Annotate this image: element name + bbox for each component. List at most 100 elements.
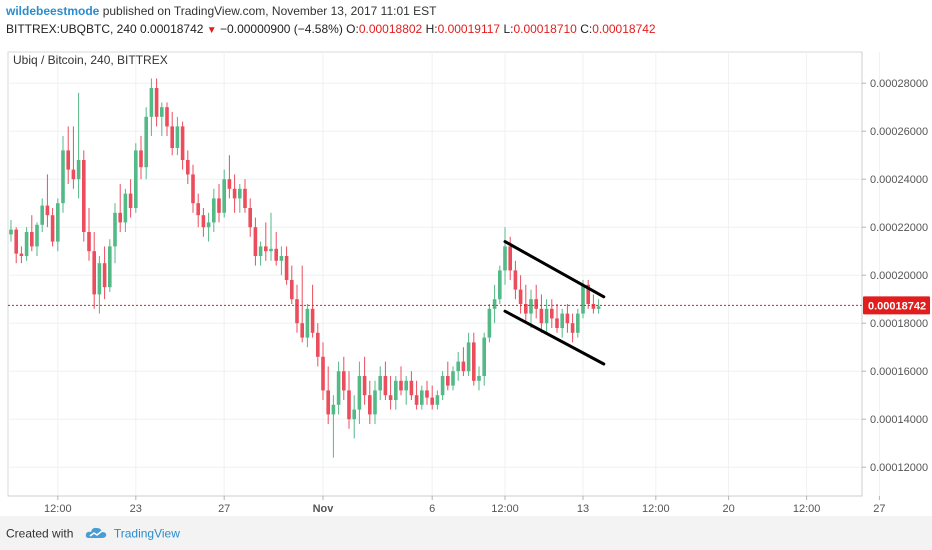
candle-body <box>222 179 226 213</box>
candle-body <box>128 193 133 208</box>
candle-body <box>206 222 211 228</box>
close-label: C: <box>580 22 593 36</box>
down-triangle-icon: ▼ <box>206 25 217 36</box>
created-with: Created with TradingView <box>6 526 180 543</box>
candle-body <box>284 256 289 280</box>
time-tick-label: 27 <box>873 503 885 515</box>
trendlines[interactable] <box>503 240 606 366</box>
candle-body <box>56 203 60 242</box>
candle-body <box>435 395 440 405</box>
candle-body <box>66 150 70 170</box>
current-price-badge <box>863 296 930 315</box>
footer-bar: Created with TradingView <box>0 516 932 550</box>
low-value: 0.00018710 <box>513 22 577 36</box>
candle-body <box>394 380 398 400</box>
candle-body <box>279 256 284 261</box>
trendline[interactable] <box>503 240 606 299</box>
candle-body <box>472 342 476 381</box>
candle-body <box>581 284 585 314</box>
trendline[interactable] <box>503 309 606 366</box>
candle-body <box>269 248 273 252</box>
time-tick-label: 12:00 <box>793 503 821 515</box>
price-tick-label: 0.00016000 <box>870 366 928 378</box>
candle-body <box>539 308 544 324</box>
candle-body <box>50 215 55 242</box>
candle-body <box>97 263 102 295</box>
time-tick-label: 6 <box>429 503 435 515</box>
time-tick-label: 27 <box>218 503 230 515</box>
candle-body <box>264 246 268 252</box>
candles <box>9 78 601 458</box>
candle-body <box>144 116 148 168</box>
price-axis[interactable]: 0.00012000 0.00014000 0.00016000 0.00018000… <box>861 52 930 496</box>
candle-body <box>238 188 242 199</box>
tradingview-link[interactable]: TradingView <box>113 526 180 541</box>
candle-body <box>24 232 29 256</box>
time-tick-label: Nov <box>313 503 335 515</box>
last-price: 0.00018742 <box>140 22 204 36</box>
candle-body <box>451 371 455 386</box>
symbol-label: BITTREX:UBQBTC, 240 <box>6 22 137 36</box>
candle-body <box>19 253 24 256</box>
candle-body <box>290 280 294 300</box>
chart-header: wildebeestmode published on TradingView.… <box>0 0 932 42</box>
candle-body <box>248 208 252 228</box>
candle-body <box>118 212 122 223</box>
candle-body <box>524 304 528 314</box>
symbol-line: BITTREX:UBQBTC, 240 0.00018742 ▼ −0.0000… <box>6 22 656 36</box>
candle-body <box>274 248 278 261</box>
candle-body <box>35 224 39 247</box>
candle-body <box>498 270 502 300</box>
candle-body <box>518 289 523 304</box>
time-tick-label: 20 <box>722 503 734 515</box>
candle-body <box>30 232 34 247</box>
time-tick-label: 23 <box>130 503 142 515</box>
time-axis[interactable]: 12:00 23 27 Nov 6 12:00 13 12:00 20 12:00 27 <box>8 495 886 515</box>
price-tick-label: 0.00022000 <box>870 222 928 234</box>
candle-body <box>565 313 570 324</box>
candle-body <box>529 299 533 314</box>
candle-body <box>9 229 13 235</box>
candle-body <box>378 376 382 391</box>
candle-body <box>430 397 434 405</box>
author-link[interactable]: wildebeestmode <box>6 4 100 18</box>
candle-body <box>186 160 190 175</box>
candle-body <box>560 313 564 328</box>
candle-body <box>440 376 445 396</box>
candle-body <box>508 246 512 271</box>
candle-body <box>420 390 424 405</box>
candle-body <box>191 174 195 204</box>
candle-body <box>217 198 221 213</box>
candle-body <box>139 150 143 168</box>
plot-area[interactable] <box>7 51 863 497</box>
low-label: L: <box>503 22 514 36</box>
candle-body <box>61 150 65 204</box>
candle-body <box>534 299 538 309</box>
candle-body <box>253 227 258 256</box>
candle-body <box>227 179 232 189</box>
candle-body <box>92 251 96 295</box>
publish-line: wildebeestmode published on TradingView.… <box>6 4 436 18</box>
candle-body <box>357 376 362 410</box>
candle-body <box>388 395 393 400</box>
candle-body <box>123 193 128 223</box>
created-with-label: Created with <box>6 526 74 541</box>
candle-body <box>300 323 304 338</box>
high-value: 0.00019117 <box>437 22 501 36</box>
candle-body <box>243 188 247 208</box>
candle-body <box>40 205 44 225</box>
candle-body <box>362 376 367 396</box>
candle-body <box>492 299 497 309</box>
candle-body <box>108 246 112 288</box>
candle-body <box>383 376 388 396</box>
open-value: 0.00018802 <box>358 22 423 36</box>
candle-body <box>342 371 346 391</box>
candle-body <box>461 361 466 372</box>
candle-body <box>414 395 419 405</box>
price-tick-label: 0.00020000 <box>870 270 928 282</box>
candle-body <box>175 126 180 148</box>
time-tick-label: 12:00 <box>491 503 519 515</box>
price-chart[interactable]: 0.00012000 0.00014000 0.00016000 0.00018000… <box>0 44 932 516</box>
price-tick-label: 0.00012000 <box>870 462 928 474</box>
candle-body <box>258 246 263 256</box>
